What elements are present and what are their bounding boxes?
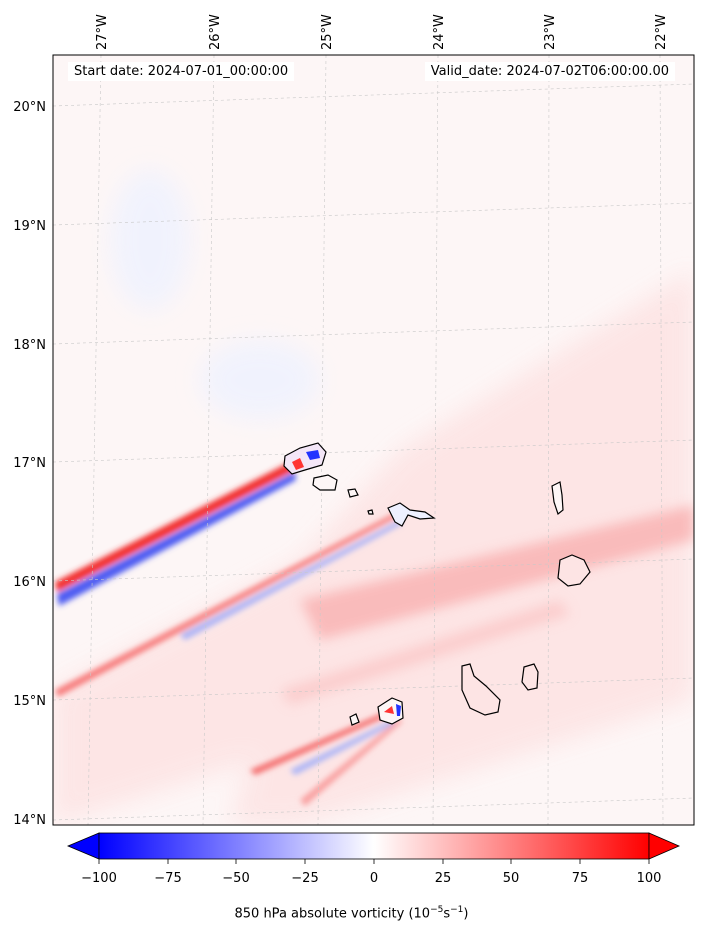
colorbar-tick--50: −50 [222,871,249,886]
island-raso [367,509,374,515]
island-sal [551,481,564,516]
start-date-label: Start date: 2024-07-01_00:00:00 [68,62,295,81]
band-positive-vorticity [280,505,694,705]
colorbar-title-exp2: −1 [450,905,464,915]
island-sao-nicolau [387,502,436,527]
lon-label-27w: 27°W [95,14,110,50]
colorbar-gradient [98,832,650,860]
lat-label-16n: 16°N [13,575,46,590]
island-brava [349,713,360,726]
lat-label-15n: 15°N [13,694,46,709]
map-plot-area [53,55,694,825]
colorbar-extend-low [66,832,100,860]
lon-label-22w: 22°W [654,14,669,50]
lon-label-26w: 26°W [208,14,223,50]
colorbar-tick-100: 100 [637,871,662,886]
longitude-labels: 27°W 26°W 25°W 24°W 23°W 22°W [95,14,669,50]
colorbar-title: 850 hPa absolute vorticity (10−5s−1) [0,905,703,921]
lat-label-19n: 19°N [13,219,46,234]
colorbar-tick--100: −100 [81,871,117,886]
lat-label-14n: 14°N [13,813,46,828]
lat-label-20n: 20°N [13,100,46,115]
santo-antao-wake [55,462,296,606]
colorbar-tick--25: −25 [291,871,318,886]
island-santa-luzia [347,488,359,498]
weak-negative-vorticity [110,170,320,420]
island-maio [521,663,539,691]
island-boa-vista [557,554,591,587]
island-santiago [461,663,501,716]
map-gridlines [53,55,694,825]
island-sao-vicente [312,474,338,491]
colorbar-title-end: ) [463,906,469,922]
colorbar-title-main: 850 hPa absolute vorticity (10 [234,906,431,922]
lon-label-25w: 25°W [320,14,335,50]
lat-label-18n: 18°N [13,338,46,353]
colorbar-tick-25: 25 [435,871,452,886]
lat-label-17n: 17°N [13,456,46,471]
islands [283,442,591,726]
lon-label-23w: 23°W [543,14,558,50]
map-frame [52,54,695,826]
colorbar-title-mid: s [443,906,451,922]
colorbar-tick-75: 75 [572,871,589,886]
colorbar-tick-0: 0 [370,871,378,886]
colorbar-tick-50: 50 [503,871,520,886]
colorbar-tick--75: −75 [154,871,181,886]
lon-label-24w: 24°W [432,14,447,50]
fogo-wake [250,712,402,806]
colorbar: −100 −75 −50 −25 0 25 50 75 100 [66,832,681,886]
latitude-labels: 20°N 19°N 18°N 17°N 16°N 15°N 14°N [13,100,46,828]
colorbar-title-exp1: −5 [430,905,444,915]
colorbar-extend-high [648,832,681,860]
sao-nicolau-wake [55,513,402,697]
valid-date-label: Valid_date: 2024-07-02T06:00:00.00 [424,62,675,81]
